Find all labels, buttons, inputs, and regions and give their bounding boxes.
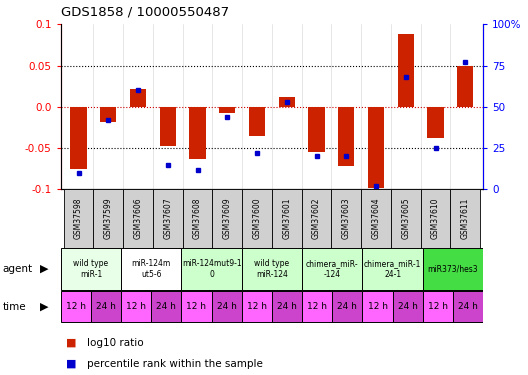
Text: GSM37601: GSM37601 <box>282 198 291 239</box>
FancyBboxPatch shape <box>361 189 391 248</box>
FancyBboxPatch shape <box>151 291 182 322</box>
FancyBboxPatch shape <box>272 291 302 322</box>
Text: ▶: ▶ <box>40 264 48 274</box>
Bar <box>249 107 265 136</box>
FancyBboxPatch shape <box>242 248 302 290</box>
Text: GSM37604: GSM37604 <box>372 198 381 239</box>
FancyBboxPatch shape <box>242 189 272 248</box>
FancyBboxPatch shape <box>212 291 242 322</box>
FancyBboxPatch shape <box>332 291 362 322</box>
Text: GSM37607: GSM37607 <box>163 198 172 239</box>
Text: GSM37603: GSM37603 <box>342 198 351 239</box>
FancyBboxPatch shape <box>93 189 123 248</box>
Text: chimera_miR-1
24-1: chimera_miR-1 24-1 <box>364 260 421 279</box>
Bar <box>368 107 384 188</box>
Text: GSM37609: GSM37609 <box>223 198 232 239</box>
FancyBboxPatch shape <box>91 291 121 322</box>
FancyBboxPatch shape <box>362 291 393 322</box>
FancyBboxPatch shape <box>301 189 332 248</box>
FancyBboxPatch shape <box>182 248 242 290</box>
FancyBboxPatch shape <box>183 189 212 248</box>
Text: GSM37611: GSM37611 <box>461 198 470 239</box>
Text: wild type
miR-124: wild type miR-124 <box>254 260 289 279</box>
FancyBboxPatch shape <box>421 189 450 248</box>
FancyBboxPatch shape <box>272 189 301 248</box>
FancyBboxPatch shape <box>212 189 242 248</box>
Text: ■: ■ <box>66 338 77 348</box>
FancyBboxPatch shape <box>362 248 423 290</box>
FancyBboxPatch shape <box>182 291 212 322</box>
FancyBboxPatch shape <box>123 189 153 248</box>
Text: miR-124mut9-1
0: miR-124mut9-1 0 <box>182 260 241 279</box>
Bar <box>100 107 117 122</box>
FancyBboxPatch shape <box>242 291 272 322</box>
Text: GSM37599: GSM37599 <box>104 198 113 239</box>
Bar <box>279 97 295 107</box>
Text: 24 h: 24 h <box>216 302 237 311</box>
Text: 24 h: 24 h <box>398 302 418 311</box>
Text: GSM37598: GSM37598 <box>74 198 83 239</box>
Text: 12 h: 12 h <box>367 302 388 311</box>
FancyBboxPatch shape <box>61 248 121 290</box>
Bar <box>130 89 146 107</box>
Text: 24 h: 24 h <box>277 302 297 311</box>
FancyBboxPatch shape <box>121 248 182 290</box>
Text: wild type
miR-1: wild type miR-1 <box>73 260 108 279</box>
Text: 12 h: 12 h <box>66 302 86 311</box>
FancyBboxPatch shape <box>423 248 483 290</box>
Text: GDS1858 / 10000550487: GDS1858 / 10000550487 <box>61 6 229 19</box>
Text: ■: ■ <box>66 359 77 369</box>
FancyBboxPatch shape <box>302 291 332 322</box>
Text: 24 h: 24 h <box>458 302 478 311</box>
FancyBboxPatch shape <box>64 189 93 248</box>
Text: miR-124m
ut5-6: miR-124m ut5-6 <box>131 260 171 279</box>
Text: GSM37606: GSM37606 <box>134 198 143 239</box>
Text: 12 h: 12 h <box>186 302 206 311</box>
Text: 12 h: 12 h <box>126 302 146 311</box>
Text: GSM37610: GSM37610 <box>431 198 440 239</box>
Bar <box>190 107 206 159</box>
Text: 12 h: 12 h <box>428 302 448 311</box>
Text: 24 h: 24 h <box>156 302 176 311</box>
Bar <box>159 107 176 147</box>
Text: GSM37608: GSM37608 <box>193 198 202 239</box>
Bar <box>398 34 414 107</box>
Text: percentile rank within the sample: percentile rank within the sample <box>87 359 263 369</box>
FancyBboxPatch shape <box>302 248 362 290</box>
Text: 12 h: 12 h <box>247 302 267 311</box>
Text: 12 h: 12 h <box>307 302 327 311</box>
Text: 24 h: 24 h <box>96 302 116 311</box>
Text: GSM37600: GSM37600 <box>252 198 261 239</box>
Bar <box>338 107 354 166</box>
Bar <box>219 107 235 114</box>
FancyBboxPatch shape <box>453 291 483 322</box>
FancyBboxPatch shape <box>153 189 183 248</box>
Text: agent: agent <box>3 264 33 274</box>
Text: 24 h: 24 h <box>337 302 357 311</box>
FancyBboxPatch shape <box>332 189 361 248</box>
Bar <box>457 66 474 107</box>
FancyBboxPatch shape <box>423 291 453 322</box>
Text: log10 ratio: log10 ratio <box>87 338 144 348</box>
FancyBboxPatch shape <box>450 189 480 248</box>
Text: GSM37602: GSM37602 <box>312 198 321 239</box>
Text: chimera_miR-
-124: chimera_miR- -124 <box>306 260 359 279</box>
Bar <box>308 107 325 152</box>
FancyBboxPatch shape <box>393 291 423 322</box>
FancyBboxPatch shape <box>121 291 151 322</box>
Bar <box>70 107 87 169</box>
FancyBboxPatch shape <box>61 291 91 322</box>
Text: time: time <box>3 302 26 312</box>
Text: GSM37605: GSM37605 <box>401 198 410 239</box>
Text: ▶: ▶ <box>40 302 48 312</box>
Bar <box>427 107 444 138</box>
Text: miR373/hes3: miR373/hes3 <box>428 265 478 274</box>
FancyBboxPatch shape <box>391 189 421 248</box>
